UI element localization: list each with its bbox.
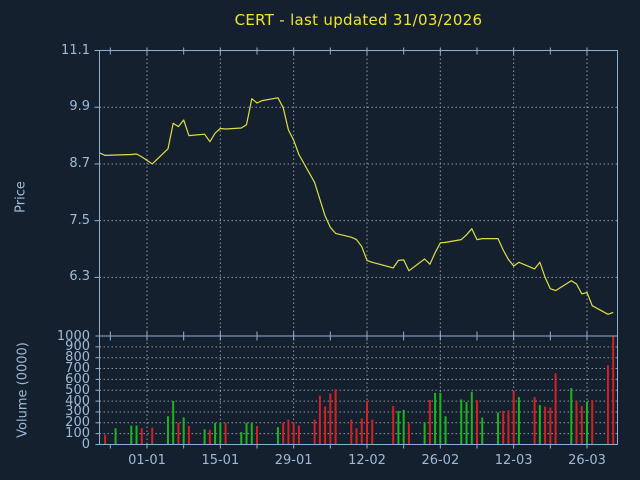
volume-bar [151, 427, 154, 445]
volume-bar [360, 418, 363, 445]
x-tick-label: 12-03 [494, 453, 533, 468]
volume-bar [365, 401, 368, 445]
volume-bar [282, 422, 285, 445]
volume-bar [397, 410, 400, 445]
volume-bar [240, 432, 243, 445]
volume-bar [575, 401, 578, 445]
volume-bar [554, 373, 557, 445]
volume-tick-label: 800 [65, 350, 90, 366]
volume-tick-label: 400 [65, 393, 90, 409]
volume-bar [392, 405, 395, 445]
volume-bar [465, 402, 468, 445]
volume-bar [255, 426, 258, 445]
volume-bar [140, 428, 143, 445]
volume-bar [533, 397, 536, 445]
volume-bar [507, 410, 510, 445]
volume-bar [187, 426, 190, 445]
volume-bar [318, 395, 321, 445]
volume-bar [444, 416, 447, 445]
volume-bar [182, 417, 185, 445]
volume-bar [517, 397, 520, 445]
x-tick-label: 01-01 [128, 453, 166, 468]
volume-bar [612, 336, 615, 445]
volume-bar [570, 388, 573, 445]
volume-bar [313, 419, 316, 445]
volume-bar [580, 405, 583, 445]
x-tick-label: 12-02 [348, 453, 386, 468]
volume-bar [434, 392, 437, 445]
volume-bar [287, 419, 290, 445]
volume-bar [512, 391, 515, 445]
volume-bar [460, 399, 463, 445]
price-tick-label: 8.7 [69, 155, 90, 171]
volume-bar [114, 428, 117, 445]
volume-bar [606, 365, 609, 445]
price-tick-label: 11.1 [61, 42, 90, 58]
volume-bar [544, 406, 547, 445]
volume-tick-label: 1000 [56, 328, 90, 344]
volume-bar [177, 422, 180, 445]
volume-bar [496, 412, 499, 445]
volume-axis-label: Volume (0000) [15, 342, 31, 438]
volume-bar [371, 419, 374, 445]
volume-bar [475, 400, 478, 445]
volume-bar [428, 400, 431, 445]
volume-bar [502, 410, 505, 445]
volume-bar [208, 429, 211, 445]
volume-bar [355, 428, 358, 445]
volume-bar [276, 427, 279, 445]
volume-bar [423, 422, 426, 445]
volume-bar [203, 429, 206, 445]
volume-bar [104, 434, 107, 445]
volume-bar [214, 422, 217, 445]
volume-tick-label: 600 [65, 371, 90, 387]
x-tick-label: 29-01 [274, 453, 313, 468]
volume-tick-label: 500 [65, 382, 90, 398]
volume-bar [324, 406, 327, 445]
volume-bar [481, 417, 484, 445]
volume-bar [172, 401, 175, 445]
price-tick-label: 7.5 [69, 212, 90, 228]
volume-bar [329, 393, 332, 445]
volume-bars [104, 336, 615, 445]
x-tick-label: 26-03 [568, 453, 606, 468]
volume-bar [470, 391, 473, 445]
volume-bar [585, 401, 588, 445]
price-axis-label: Price [13, 181, 29, 213]
volume-tick-label: 100 [65, 426, 90, 442]
volume-tick-label: 700 [65, 361, 90, 377]
volume-bar [334, 389, 337, 445]
price-tick-label: 6.3 [69, 269, 90, 285]
volume-bar [439, 392, 442, 445]
volume-bar [130, 425, 133, 445]
gridlines [99, 50, 618, 445]
volume-bar [350, 419, 353, 445]
volume-tick-label: 200 [65, 415, 90, 431]
chart-title: CERT - last updated 31/03/2026 [234, 11, 483, 29]
price-tick-label: 9.9 [69, 99, 90, 115]
volume-bar [538, 405, 541, 445]
volume-bar [166, 416, 169, 445]
volume-bar [407, 423, 410, 445]
x-tick-label: 15-01 [201, 453, 240, 468]
volume-tick-label: 900 [65, 339, 90, 355]
volume-bar [135, 425, 138, 445]
volume-bar [250, 422, 253, 445]
volume-bar [245, 422, 248, 445]
volume-bar [297, 425, 300, 445]
volume-bar [292, 422, 295, 445]
volume-tick-label: 0 [81, 437, 90, 452]
chart-frame [99, 50, 618, 445]
volume-bar [402, 409, 405, 445]
volume-bar [549, 407, 552, 445]
volume-bar [224, 422, 227, 445]
x-tick-label: 26-02 [421, 453, 460, 468]
price-line [99, 97, 614, 315]
volume-tick-label: 300 [65, 404, 90, 420]
volume-bar [219, 422, 222, 445]
volume-bar [591, 400, 594, 445]
